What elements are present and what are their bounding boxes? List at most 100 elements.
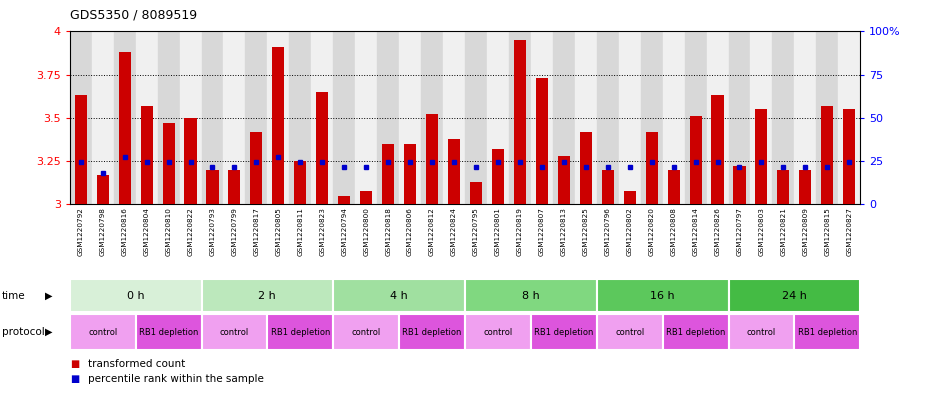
- Bar: [92, 31, 113, 204]
- Bar: [267, 314, 333, 350]
- Bar: [728, 31, 751, 204]
- Bar: [202, 314, 267, 350]
- Bar: [202, 279, 333, 312]
- Bar: [641, 31, 662, 204]
- Bar: [355, 31, 378, 204]
- Bar: [179, 31, 202, 204]
- Bar: [426, 114, 438, 204]
- Text: control: control: [352, 328, 380, 336]
- Text: RB1 depletion: RB1 depletion: [271, 328, 330, 336]
- Text: ▶: ▶: [45, 327, 52, 337]
- Bar: [206, 170, 219, 204]
- Bar: [531, 314, 597, 350]
- Text: 2 h: 2 h: [259, 291, 276, 301]
- Bar: [662, 31, 684, 204]
- Text: ■: ■: [70, 374, 79, 384]
- Bar: [74, 95, 86, 204]
- Bar: [838, 31, 860, 204]
- Bar: [229, 170, 241, 204]
- Bar: [246, 31, 267, 204]
- Bar: [443, 31, 465, 204]
- Bar: [70, 279, 202, 312]
- Bar: [421, 31, 443, 204]
- Text: 8 h: 8 h: [522, 291, 539, 301]
- Bar: [597, 314, 662, 350]
- Bar: [312, 31, 333, 204]
- Bar: [558, 156, 570, 204]
- Text: control: control: [219, 328, 249, 336]
- Bar: [487, 31, 509, 204]
- Text: control: control: [615, 328, 644, 336]
- Bar: [817, 31, 838, 204]
- Bar: [492, 149, 504, 204]
- Text: time: time: [2, 291, 25, 301]
- Bar: [794, 31, 817, 204]
- Bar: [113, 31, 136, 204]
- Bar: [728, 279, 860, 312]
- Bar: [333, 279, 465, 312]
- Bar: [184, 118, 196, 204]
- Bar: [294, 161, 306, 204]
- Text: 24 h: 24 h: [782, 291, 807, 301]
- Bar: [684, 31, 707, 204]
- Bar: [267, 31, 289, 204]
- Text: transformed count: transformed count: [88, 358, 186, 369]
- Text: RB1 depletion: RB1 depletion: [666, 328, 725, 336]
- Bar: [662, 314, 728, 350]
- Bar: [514, 40, 526, 204]
- Bar: [597, 279, 728, 312]
- Bar: [202, 31, 223, 204]
- Bar: [97, 175, 109, 204]
- Bar: [624, 191, 636, 204]
- Text: 4 h: 4 h: [391, 291, 408, 301]
- Bar: [755, 109, 767, 204]
- Bar: [70, 314, 136, 350]
- Bar: [597, 31, 618, 204]
- Bar: [339, 196, 351, 204]
- Bar: [552, 31, 575, 204]
- Bar: [668, 170, 680, 204]
- Bar: [333, 31, 355, 204]
- Bar: [711, 95, 724, 204]
- Bar: [316, 92, 328, 204]
- Bar: [844, 109, 856, 204]
- Bar: [119, 52, 131, 204]
- Text: RB1 depletion: RB1 depletion: [139, 328, 198, 336]
- Bar: [734, 166, 746, 204]
- Bar: [399, 314, 465, 350]
- Bar: [333, 314, 399, 350]
- Bar: [579, 132, 591, 204]
- Bar: [470, 182, 482, 204]
- Bar: [728, 314, 794, 350]
- Bar: [821, 106, 833, 204]
- Text: 0 h: 0 h: [126, 291, 144, 301]
- Bar: [465, 314, 531, 350]
- Bar: [250, 132, 262, 204]
- Bar: [689, 116, 701, 204]
- Text: ▶: ▶: [45, 291, 52, 301]
- Bar: [777, 170, 790, 204]
- Bar: [509, 31, 531, 204]
- Bar: [751, 31, 773, 204]
- Bar: [404, 144, 416, 204]
- Text: percentile rank within the sample: percentile rank within the sample: [88, 374, 264, 384]
- Bar: [360, 191, 372, 204]
- Text: control: control: [484, 328, 512, 336]
- Text: control: control: [747, 328, 776, 336]
- Bar: [465, 31, 487, 204]
- Bar: [163, 123, 175, 204]
- Text: protocol: protocol: [2, 327, 45, 337]
- Text: 16 h: 16 h: [650, 291, 675, 301]
- Bar: [272, 47, 285, 204]
- Bar: [602, 170, 614, 204]
- Text: GDS5350 / 8089519: GDS5350 / 8089519: [70, 9, 197, 22]
- Text: control: control: [88, 328, 117, 336]
- Bar: [223, 31, 246, 204]
- Bar: [136, 31, 157, 204]
- Bar: [618, 31, 641, 204]
- Text: RB1 depletion: RB1 depletion: [534, 328, 593, 336]
- Bar: [382, 144, 394, 204]
- Bar: [136, 314, 202, 350]
- Bar: [645, 132, 658, 204]
- Bar: [575, 31, 597, 204]
